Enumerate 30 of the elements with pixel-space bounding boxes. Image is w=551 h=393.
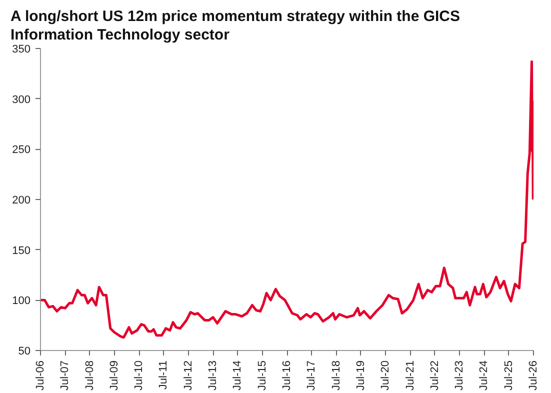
- chart-title: A long/short US 12m price momentum strategy within the GICS Information Technology sector: [10, 8, 460, 44]
- x-tick-label: Jul-23: [454, 360, 466, 390]
- y-tick-label: 350: [12, 44, 31, 56]
- x-tick-label: Jul-18: [330, 360, 342, 390]
- x-tick-label: Jul-12: [182, 360, 194, 390]
- x-tick-label: Jul-26: [528, 360, 540, 390]
- x-tick-label: Jul-10: [133, 360, 146, 390]
- x-tick-label: Jul-06: [34, 360, 46, 390]
- x-tick-label: Jul-14: [232, 360, 244, 390]
- y-tick-label: 200: [12, 194, 31, 206]
- x-tick-label: Jul-07: [59, 360, 72, 390]
- y-tick-label: 250: [12, 144, 31, 156]
- x-tick-label: Jul-22: [428, 360, 441, 390]
- y-tick-label: 100: [12, 295, 31, 308]
- x-tick-label: Jul-09: [108, 360, 120, 390]
- x-tick-label: Jul-16: [281, 360, 294, 390]
- x-tick-label: Jul-08: [84, 360, 96, 390]
- x-tick-label: Jul-13: [207, 360, 220, 390]
- x-tick-label: Jul-17: [306, 360, 318, 390]
- x-tick-label: Jul-25: [502, 360, 515, 390]
- x-tick-label: Jul-19: [354, 360, 367, 390]
- y-tick-label: 300: [12, 94, 31, 106]
- x-tick-label: Jul-21: [404, 360, 416, 390]
- y-tick-label: 50: [18, 346, 31, 358]
- y-tick-label: 150: [12, 244, 31, 257]
- line-series: [40, 60, 534, 339]
- x-tick-label: Jul-24: [478, 360, 490, 390]
- x-tick-label: Jul-11: [158, 360, 170, 390]
- x-tick-label: Jul-15: [256, 360, 268, 390]
- x-tick-label: Jul-20: [380, 360, 392, 390]
